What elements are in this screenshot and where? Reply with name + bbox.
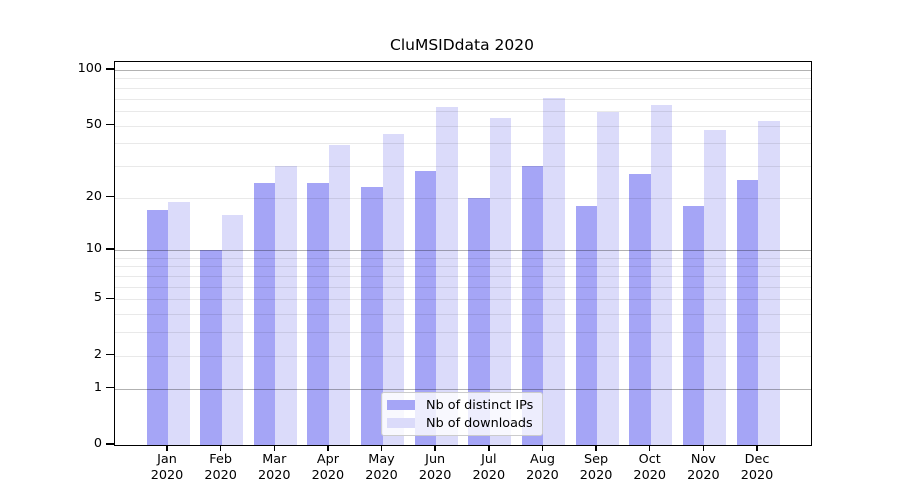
bar-downloads-jun-2020	[436, 107, 458, 445]
gridline-minor-6	[115, 286, 811, 288]
x-tick-mark-jun-2020	[434, 445, 436, 451]
bar-downloads-dec-2020	[758, 120, 780, 445]
bar-downloads-aug-2020	[543, 97, 565, 445]
y-tick-mark-20	[106, 195, 114, 198]
legend-swatch-distinct-ips	[387, 400, 415, 410]
gridline-minor-50	[115, 125, 811, 127]
bar-ips-jun-2020	[414, 171, 437, 445]
bar-ips-jul-2020	[468, 197, 490, 445]
bar-ips-dec-2020	[736, 180, 758, 445]
y-tick-mark-1	[106, 386, 114, 389]
gridline-minor-90	[115, 78, 811, 80]
y-tick-label-10: 10	[85, 241, 102, 257]
x-tick-mark-nov-2020	[702, 445, 705, 451]
bar-downloads-sep-2020	[597, 112, 619, 445]
x-tick-mark-mar-2020	[273, 445, 275, 451]
bar-ips-aug-2020	[521, 165, 544, 445]
y-tick-label-1: 1	[93, 379, 102, 395]
legend: Nb of distinct IPs Nb of downloads	[381, 392, 543, 436]
x-tick-label-sep-2020: Sep 2020	[579, 452, 613, 483]
gridline-major-10	[115, 250, 811, 252]
x-tick-mark-apr-2020	[327, 445, 329, 451]
bars-layer	[115, 62, 811, 445]
gridline-minor-8	[115, 266, 811, 268]
x-tick-mark-aug-2020	[541, 445, 544, 451]
x-tick-label-may-2020: May 2020	[365, 452, 398, 483]
y-tick-label-100: 100	[77, 61, 102, 76]
x-tick-label-feb-2020: Feb 2020	[204, 452, 237, 483]
gridline-minor-40	[115, 143, 811, 145]
bar-ips-sep-2020	[575, 205, 598, 445]
x-tick-mark-dec-2020	[756, 445, 758, 451]
y-tick-mark-100	[106, 68, 114, 70]
x-tick-mark-sep-2020	[595, 445, 597, 451]
bar-downloads-feb-2020	[221, 214, 244, 445]
gridline-minor-5	[115, 299, 811, 301]
x-tick-mark-jan-2020	[166, 445, 168, 451]
bar-ips-oct-2020	[629, 174, 651, 445]
gridline-minor-80	[115, 87, 811, 89]
bar-downloads-nov-2020	[704, 130, 726, 445]
gridline-minor-7	[115, 276, 811, 278]
x-tick-label-dec-2020: Dec 2020	[740, 452, 774, 483]
gridline-major-1	[115, 388, 811, 390]
gridlines-layer	[115, 62, 811, 445]
y-tick-mark-10	[106, 248, 114, 250]
gridline-minor-70	[115, 98, 811, 100]
y-tick-mark-2	[106, 354, 114, 356]
bar-ips-may-2020	[361, 186, 383, 445]
y-tick-mark-50	[106, 123, 114, 126]
gridline-major-100	[115, 70, 811, 71]
bar-downloads-oct-2020	[650, 104, 673, 445]
x-tick-label-nov-2020: Nov 2020	[687, 452, 720, 483]
y-tick-label-5: 5	[93, 290, 102, 306]
bar-ips-jan-2020	[146, 210, 168, 445]
y-tick-label-20: 20	[85, 188, 102, 204]
y-tick-mark-0	[106, 443, 114, 445]
bar-downloads-mar-2020	[275, 165, 297, 445]
chart-title: CluMSIDdata 2020	[390, 36, 534, 54]
x-tick-mark-oct-2020	[649, 445, 651, 451]
bar-ips-mar-2020	[253, 183, 276, 445]
legend-item-distinct-ips: Nb of distinct IPs	[387, 398, 536, 413]
x-tick-label-aug-2020: Aug 2020	[526, 452, 559, 483]
bar-ips-apr-2020	[307, 183, 329, 445]
gridline-minor-30	[115, 165, 811, 167]
x-tick-label-jul-2020: Jul 2020	[472, 452, 506, 483]
x-tick-label-jun-2020: Jun 2020	[418, 452, 452, 483]
legend-swatch-downloads	[387, 418, 415, 428]
y-tick-label-0: 0	[93, 436, 102, 451]
bar-ips-nov-2020	[682, 205, 705, 445]
gridline-minor-3	[115, 332, 811, 334]
x-tick-mark-may-2020	[380, 445, 383, 451]
x-tick-label-apr-2020: Apr 2020	[311, 452, 345, 483]
gridline-minor-4	[115, 314, 811, 316]
x-tick-label-jan-2020: Jan 2020	[150, 452, 184, 483]
gridline-minor-2	[115, 355, 811, 357]
x-tick-label-oct-2020: Oct 2020	[633, 452, 666, 483]
legend-label-distinct-ips: Nb of distinct IPs	[426, 397, 534, 413]
gridline-minor-60	[115, 110, 811, 112]
bar-downloads-jul-2020	[489, 117, 512, 445]
legend-label-downloads: Nb of downloads	[426, 415, 533, 431]
bar-downloads-jan-2020	[168, 201, 190, 445]
gridline-minor-20	[115, 197, 811, 199]
bar-ips-feb-2020	[200, 250, 222, 445]
y-tick-mark-5	[106, 297, 114, 300]
bar-downloads-may-2020	[382, 133, 405, 445]
bar-downloads-apr-2020	[328, 145, 351, 445]
y-tick-label-50: 50	[85, 116, 102, 132]
legend-item-downloads: Nb of downloads	[387, 416, 536, 431]
gridline-minor-9	[115, 257, 811, 259]
y-tick-label-2: 2	[93, 346, 102, 362]
x-tick-mark-jul-2020	[488, 445, 490, 451]
x-tick-mark-feb-2020	[219, 445, 222, 451]
x-tick-label-mar-2020: Mar 2020	[257, 452, 291, 483]
plot-area	[114, 61, 812, 446]
